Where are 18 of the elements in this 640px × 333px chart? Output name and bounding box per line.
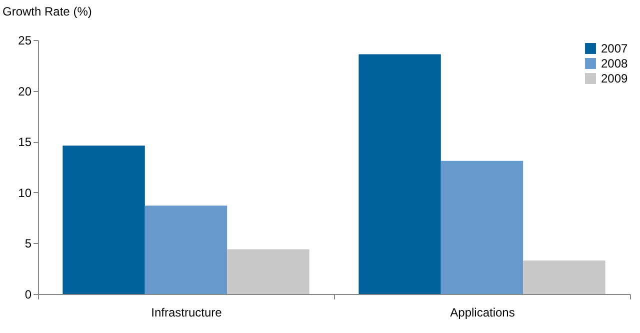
y-tick-label: 20 xyxy=(18,84,32,98)
legend-label: 2009 xyxy=(601,72,628,86)
y-axis-title: Growth Rate (%) xyxy=(2,4,92,18)
bar xyxy=(523,260,606,294)
bar xyxy=(440,160,524,294)
y-tick-label: 0 xyxy=(24,288,32,302)
legend-label: 2007 xyxy=(601,42,628,56)
legend-label: 2008 xyxy=(601,56,628,70)
bar xyxy=(62,146,145,294)
y-tick-label: 15 xyxy=(18,135,32,150)
x-tick-label: Infrastructure xyxy=(151,306,222,320)
x-tick-label: Applications xyxy=(450,306,515,320)
bar xyxy=(358,54,441,294)
y-tick-label: 25 xyxy=(18,34,32,48)
y-tick-label: 10 xyxy=(18,186,32,200)
bar xyxy=(227,249,310,294)
bar xyxy=(144,206,228,294)
y-tick-label: 5 xyxy=(24,236,32,251)
